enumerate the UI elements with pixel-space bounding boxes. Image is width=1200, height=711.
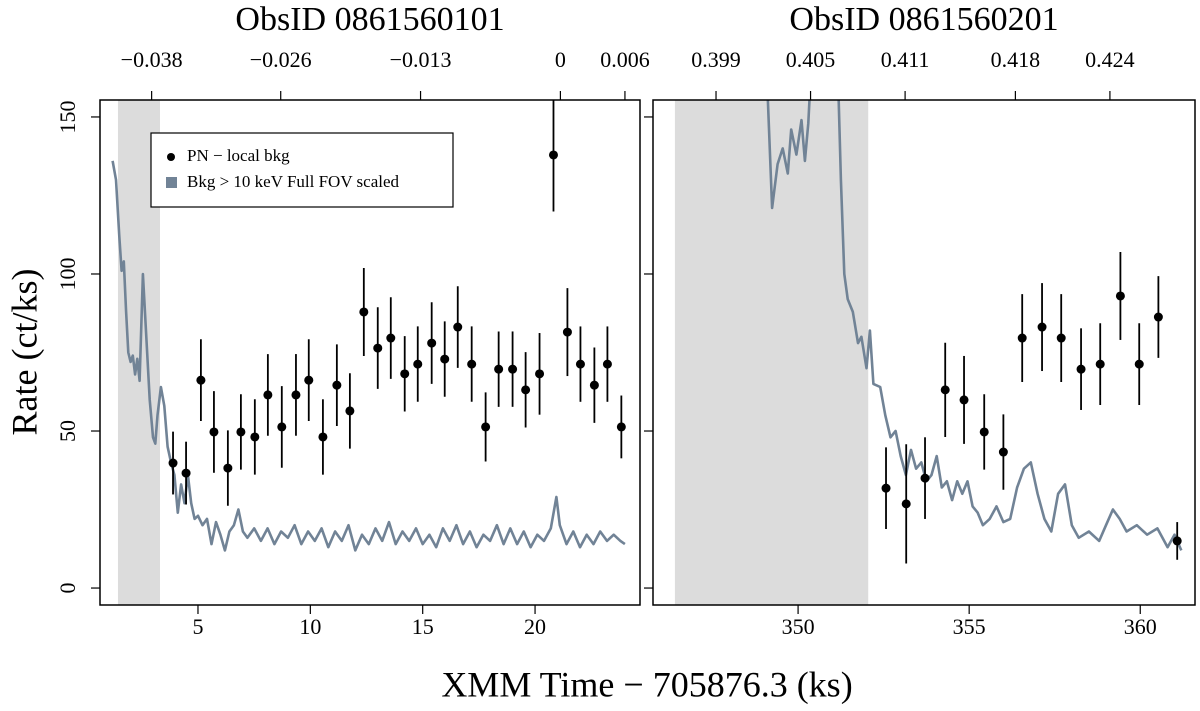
x-tick-label: 355 xyxy=(953,614,986,639)
x-axis-label: XMM Time − 705876.3 (ks) xyxy=(441,664,852,704)
data-point xyxy=(209,427,219,437)
panel-title: ObsID 0861560101 xyxy=(235,1,504,38)
data-point xyxy=(1056,333,1066,343)
data-point xyxy=(616,422,626,432)
data-point xyxy=(345,406,355,416)
legend-marker xyxy=(166,177,177,188)
data-point xyxy=(318,432,328,442)
background-line xyxy=(766,100,1183,551)
plot-area xyxy=(111,100,626,552)
x-tick-label: 10 xyxy=(299,614,321,639)
y-tick-label: 50 xyxy=(55,420,80,442)
data-point xyxy=(196,375,206,385)
data-point xyxy=(386,333,396,343)
legend-label: Bkg > 10 keV Full FOV scaled xyxy=(187,172,400,191)
legend-label: PN − local bkg xyxy=(187,146,290,165)
panel-title: ObsID 0861560201 xyxy=(789,1,1058,38)
top-x-tick-label: −0.038 xyxy=(121,47,183,72)
data-point xyxy=(920,473,930,483)
data-point xyxy=(1037,322,1047,332)
data-point xyxy=(332,380,342,390)
x-tick-label: 20 xyxy=(524,614,546,639)
data-point xyxy=(562,327,572,337)
top-x-tick-label: 0.405 xyxy=(786,47,836,72)
y-tick-label: 0 xyxy=(55,583,80,594)
top-x-tick-label: −0.026 xyxy=(250,47,312,72)
data-point xyxy=(277,422,287,432)
data-point xyxy=(602,359,612,369)
data-point xyxy=(440,354,450,364)
legend-marker xyxy=(167,153,175,161)
data-point xyxy=(373,343,383,353)
data-point xyxy=(413,359,423,369)
data-point xyxy=(881,483,891,493)
y-tick-label: 100 xyxy=(55,257,80,290)
top-x-tick-label: 0 xyxy=(555,47,566,72)
top-x-tick-label: 0.411 xyxy=(881,47,930,72)
data-point xyxy=(481,422,491,432)
legend-box xyxy=(150,132,454,208)
data-point xyxy=(940,385,950,395)
data-point xyxy=(1134,359,1144,369)
data-point xyxy=(223,463,233,473)
data-point xyxy=(1017,333,1027,343)
data-point xyxy=(508,364,518,374)
y-tick-label: 150 xyxy=(55,100,80,133)
plot-frame xyxy=(652,99,1196,606)
data-point xyxy=(453,322,463,332)
data-point xyxy=(494,364,504,374)
data-point xyxy=(1172,536,1182,546)
data-point xyxy=(901,499,911,509)
data-point xyxy=(1153,312,1163,322)
data-point xyxy=(998,447,1008,457)
x-tick-label: 360 xyxy=(1124,614,1157,639)
top-x-tick-label: −0.013 xyxy=(390,47,452,72)
data-point xyxy=(1076,364,1086,374)
data-point xyxy=(521,385,531,395)
data-point xyxy=(359,307,369,317)
plot-area xyxy=(766,100,1183,564)
x-tick-label: 350 xyxy=(782,614,815,639)
data-point xyxy=(400,369,410,379)
data-point xyxy=(467,359,477,369)
data-point xyxy=(589,380,599,390)
y-axis-label: Rate (ct/ks) xyxy=(4,269,44,436)
data-point xyxy=(291,390,301,400)
data-point xyxy=(263,390,273,400)
data-point xyxy=(427,338,437,348)
top-x-tick-label: 0.424 xyxy=(1085,47,1135,72)
data-point xyxy=(548,150,558,160)
x-tick-label: 15 xyxy=(412,614,434,639)
data-point xyxy=(535,369,545,379)
top-x-tick-label: 0.006 xyxy=(600,47,650,72)
data-point xyxy=(236,427,246,437)
data-point xyxy=(1095,359,1105,369)
data-point xyxy=(250,432,260,442)
data-point xyxy=(1115,291,1125,301)
data-point xyxy=(979,427,989,437)
top-x-tick-label: 0.399 xyxy=(691,47,741,72)
data-point xyxy=(575,359,585,369)
plot-frame xyxy=(99,99,641,606)
data-point xyxy=(181,468,191,478)
data-point xyxy=(959,395,969,405)
top-x-tick-label: 0.418 xyxy=(991,47,1041,72)
background-line xyxy=(111,160,626,552)
data-point xyxy=(168,458,178,468)
data-point xyxy=(304,375,314,385)
x-tick-label: 5 xyxy=(192,614,203,639)
